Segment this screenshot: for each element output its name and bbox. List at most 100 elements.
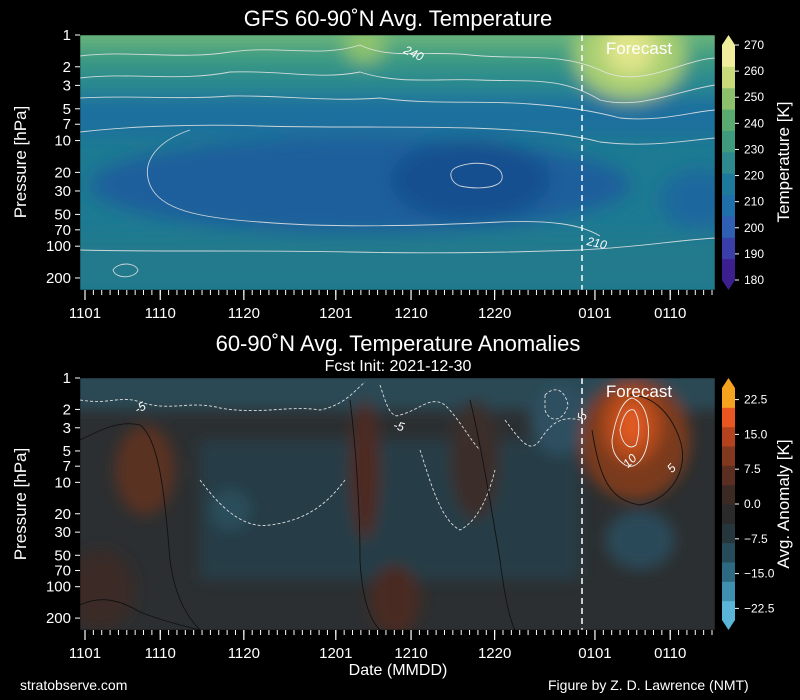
bottom-contour-label-neg5-c: -5 bbox=[575, 412, 590, 424]
bottom-x-tick-label: 1220 bbox=[478, 645, 511, 662]
bottom-x-tick-label: 0101 bbox=[578, 645, 611, 662]
top-x-tick-label: 1201 bbox=[319, 305, 352, 322]
top-colorbar-segment bbox=[722, 87, 735, 110]
top-colorbar-segment bbox=[722, 258, 735, 281]
top-y-tick-label: 10 bbox=[54, 133, 71, 150]
bottom-colorbar-segment bbox=[722, 465, 735, 486]
bottom-y-tick-label: 30 bbox=[54, 524, 71, 541]
bottom-chart-subtitle: Fcst Init: 2021-12-30 bbox=[325, 358, 472, 375]
top-colorbar-segment bbox=[722, 109, 735, 131]
top-y-tick-label: 1 bbox=[63, 27, 71, 44]
bottom-colorbar-segment bbox=[722, 581, 735, 602]
bottom-colorbar-tick-label: 0.0 bbox=[744, 497, 761, 511]
top-colorbar-tick-label: 260 bbox=[744, 64, 764, 78]
top-y-tick-label: 2 bbox=[63, 59, 71, 76]
bottom-forecast-label: Forecast bbox=[606, 382, 672, 401]
top-x-tick-label: 0101 bbox=[578, 305, 611, 322]
top-x-tick-label: 1220 bbox=[478, 305, 511, 322]
top-colorbar-segment bbox=[722, 173, 735, 196]
bottom-colorbar-segment bbox=[722, 484, 735, 505]
bottom-colorbar-segment bbox=[722, 523, 735, 544]
bottom-colorbar-label: Avg. Anomaly [K] bbox=[774, 439, 793, 568]
bottom-y-tick-label: 50 bbox=[54, 547, 71, 564]
bottom-x-tick-label: 1110 bbox=[145, 645, 176, 662]
top-colorbar-tick-label: 230 bbox=[744, 142, 764, 156]
bottom-y-tick-label: 20 bbox=[54, 506, 71, 523]
top-heatmap bbox=[80, 35, 715, 290]
top-y-tick-label: 7 bbox=[63, 116, 71, 133]
bottom-colorbar-segment bbox=[722, 562, 735, 582]
top-colorbar-tick-label: 220 bbox=[744, 169, 764, 183]
bottom-y-tick-label: 10 bbox=[54, 474, 71, 491]
bottom-colorbar-tick-label: 7.5 bbox=[744, 462, 761, 476]
bottom-colorbar-segment bbox=[722, 542, 735, 563]
top-forecast-label: Forecast bbox=[606, 39, 672, 58]
bottom-colorbar-segment bbox=[722, 504, 735, 524]
top-x-tick-label: 0110 bbox=[654, 305, 686, 322]
top-y-tick-label: 100 bbox=[46, 238, 71, 255]
top-x-tick-label: 1101 bbox=[69, 305, 101, 322]
top-y-tick-label: 3 bbox=[63, 77, 71, 94]
top-colorbar-tick-label: 270 bbox=[744, 38, 764, 52]
top-colorbar-segment bbox=[722, 130, 735, 153]
top-colorbar-segment bbox=[722, 151, 735, 174]
top-y-tick-label: 50 bbox=[54, 206, 71, 223]
bottom-x-tick-label: 1201 bbox=[319, 645, 352, 662]
top-x-tick-label: 1110 bbox=[145, 305, 176, 322]
top-colorbar-segment bbox=[722, 215, 735, 238]
top-colorbar-tick-label: 240 bbox=[744, 116, 764, 130]
top-y-tick-label: 200 bbox=[46, 270, 71, 287]
bottom-y-tick-label: 100 bbox=[46, 579, 71, 596]
bottom-colorbar-tick-label: −22.5 bbox=[744, 601, 775, 615]
top-chart: GFS 60-90˚N Avg. Temperature bbox=[11, 6, 793, 322]
top-colorbar-tick-label: 200 bbox=[744, 221, 764, 235]
top-plot-frame bbox=[79, 34, 716, 291]
top-colorbar-segment bbox=[722, 45, 735, 67]
top-colorbar-top-cap bbox=[722, 35, 735, 45]
bottom-x-tick-label: 1210 bbox=[394, 645, 427, 662]
top-chart-title: GFS 60-90˚N Avg. Temperature bbox=[244, 6, 553, 31]
bottom-x-axis-label: Date (MMDD) bbox=[349, 662, 448, 679]
bottom-colorbar-segment bbox=[722, 600, 735, 621]
bottom-x-tick-label: 1101 bbox=[69, 645, 101, 662]
bottom-colorbar-tick-label: 22.5 bbox=[744, 393, 768, 407]
top-contour-label-210: 210 bbox=[585, 234, 609, 252]
bottom-colorbar-segment bbox=[722, 426, 735, 447]
top-colorbar: 180 190 200 210 220 230 240 250 260 270 bbox=[722, 35, 764, 290]
footer-right: Figure by Z. D. Lawrence (NMT) bbox=[548, 677, 749, 693]
top-colorbar-segment bbox=[722, 66, 735, 89]
top-x-tick-label: 1120 bbox=[228, 305, 260, 322]
bottom-colorbar-segment bbox=[722, 407, 735, 428]
top-y-tick-label: 20 bbox=[54, 164, 71, 181]
top-colorbar-segment bbox=[722, 237, 735, 260]
footer-left[interactable]: stratobserve.com bbox=[20, 677, 128, 693]
bottom-colorbar-segment bbox=[722, 388, 735, 408]
top-y-tick-label: 70 bbox=[54, 222, 71, 239]
top-colorbar-tick-label: 210 bbox=[744, 195, 764, 209]
top-colorbar-bottom-cap bbox=[722, 280, 735, 290]
top-y-axis-label: Pressure [hPa] bbox=[11, 106, 30, 218]
bottom-y-tick-label: 5 bbox=[63, 443, 71, 460]
bottom-y-tick-label: 200 bbox=[46, 610, 71, 627]
bottom-y-tick-label: 3 bbox=[63, 420, 71, 437]
top-y-tick-label: 30 bbox=[54, 183, 71, 200]
bottom-heatmap bbox=[80, 378, 715, 630]
bottom-plot-frame bbox=[79, 377, 716, 631]
top-y-tick-label: 5 bbox=[63, 101, 71, 118]
bottom-y-tick-label: 7 bbox=[63, 458, 71, 475]
top-colorbar-tick-label: 250 bbox=[744, 90, 764, 104]
bottom-y-tick-label: 1 bbox=[63, 370, 71, 387]
bottom-x-tick-label: 0110 bbox=[654, 645, 686, 662]
bottom-y-tick-label: 70 bbox=[54, 563, 71, 580]
bottom-chart-title: 60-90˚N Avg. Temperature Anomalies bbox=[216, 331, 581, 356]
bottom-x-tick-label: 1120 bbox=[228, 645, 260, 662]
bottom-colorbar-bottom-cap bbox=[722, 620, 735, 630]
top-x-ticks: 1101 1110 1120 1201 1210 1220 0101 0110 bbox=[69, 290, 713, 322]
bottom-colorbar-tick-label: −7.5 bbox=[744, 532, 768, 546]
top-colorbar-label: Temperature [K] bbox=[774, 102, 793, 223]
bottom-colorbar-segment bbox=[722, 446, 735, 466]
top-colorbar-tick-label: 190 bbox=[744, 247, 764, 261]
